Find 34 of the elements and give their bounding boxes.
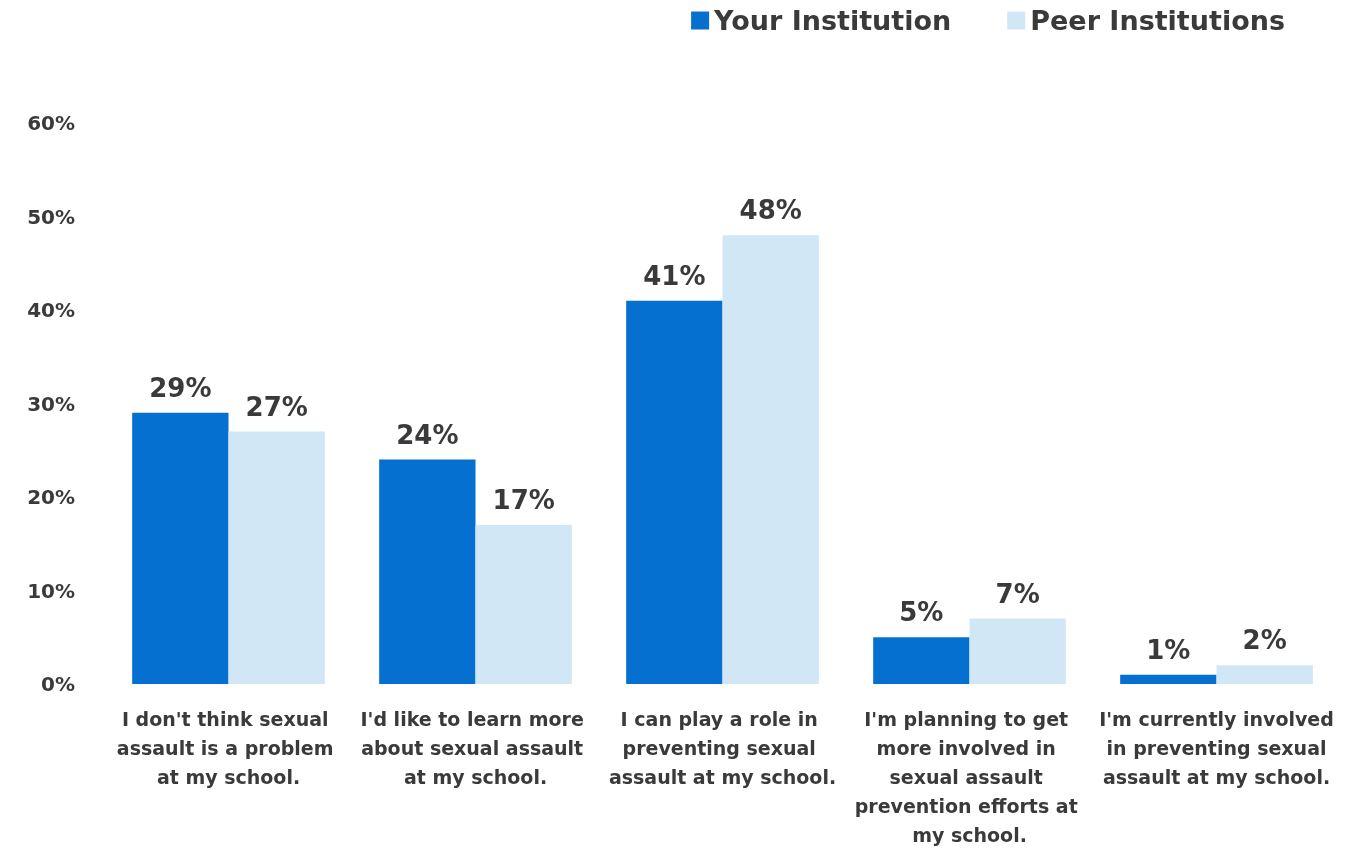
x-tick-label: I'm planning to get more involved in sexual assault prevention efforts at my school. [854, 707, 1085, 846]
data-label: 2% [1242, 625, 1287, 656]
bar [228, 431, 325, 684]
bar [626, 300, 723, 684]
bar [1216, 665, 1313, 684]
data-label: 17% [492, 485, 555, 516]
bar [379, 459, 476, 684]
bar [873, 637, 970, 684]
data-label: 7% [995, 578, 1040, 609]
data-label: 1% [1146, 634, 1191, 665]
data-label: 5% [899, 597, 944, 628]
y-tick-label: 40% [27, 298, 75, 322]
bar [132, 412, 229, 684]
y-tick-label: 60% [27, 111, 75, 135]
x-tick-label: I'd like to learn more about sexual assault at my school. [360, 707, 591, 788]
data-label: 24% [396, 419, 459, 450]
bar [722, 235, 819, 684]
bar [969, 618, 1066, 684]
data-label: 27% [245, 391, 308, 422]
y-tick-label: 10% [27, 578, 75, 603]
legend-label: Peer Institutions [1030, 5, 1286, 36]
x-tick-label: I'm currently involved in preventing sexual assault at my school. [1099, 707, 1334, 788]
bar [475, 525, 572, 684]
x-tick-label: I can play a role in preventing sexual assault at my school. [608, 707, 837, 788]
y-tick-label: 0% [41, 672, 75, 696]
data-label: 41% [643, 260, 706, 291]
data-label: 29% [149, 372, 212, 403]
bar [1120, 674, 1217, 684]
data-label: 48% [739, 195, 802, 226]
x-tick-label: I don't think sexual assault is a problem at my school. [116, 707, 341, 788]
legend-label: Your Institution [713, 5, 952, 36]
y-tick-label: 30% [27, 391, 75, 416]
y-tick-label: 20% [27, 485, 75, 509]
y-tick-label: 50% [27, 204, 75, 229]
